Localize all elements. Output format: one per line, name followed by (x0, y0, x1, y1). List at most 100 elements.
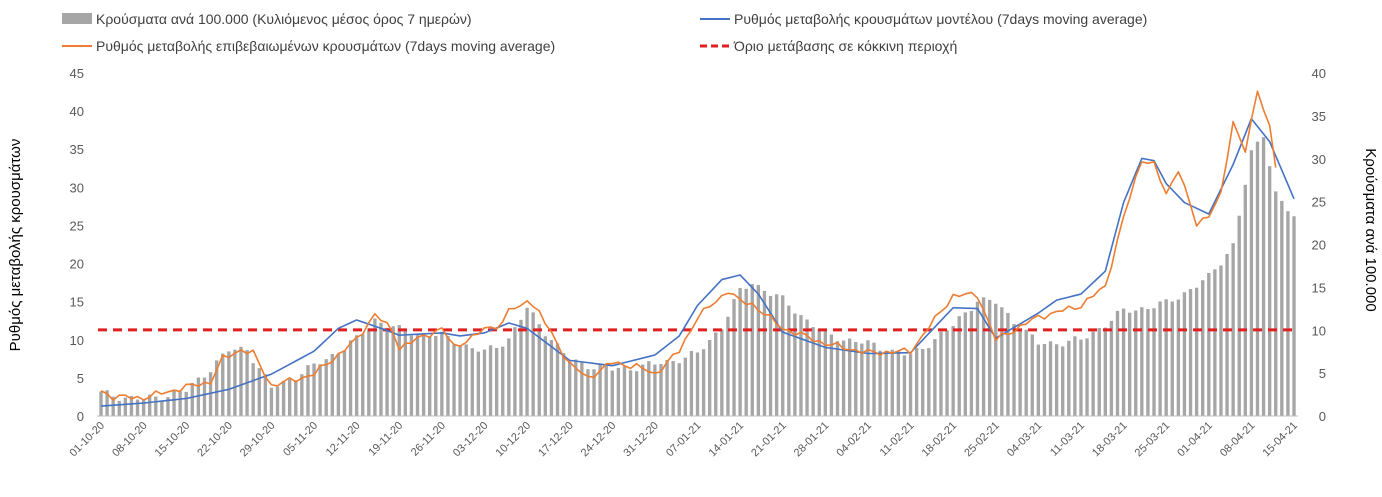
bar (841, 340, 846, 416)
bar (854, 342, 858, 416)
bar (148, 394, 152, 416)
legend-swatch-bars (62, 13, 92, 24)
bar (190, 383, 194, 416)
bar (695, 352, 700, 416)
bar (793, 313, 797, 416)
x-tick-label: 22-10-20 (195, 420, 235, 460)
bar (342, 350, 347, 416)
bar (1054, 344, 1059, 416)
bar (178, 391, 182, 416)
bar (488, 345, 493, 416)
bar (939, 331, 943, 416)
bar (1115, 310, 1120, 416)
y-left-tick-label: 10 (70, 333, 84, 348)
y-right-tick-label: 15 (1312, 280, 1326, 295)
x-tick-label: 11-03-21 (1048, 420, 1087, 459)
bar (348, 340, 353, 416)
x-tick-label: 04-03-21 (1005, 420, 1045, 460)
bar (300, 374, 304, 416)
y-right-tick-label: 25 (1312, 195, 1326, 210)
bar (872, 342, 876, 416)
bar (549, 340, 554, 416)
bar (787, 305, 791, 416)
bar (762, 290, 767, 416)
y-right-tick-label: 20 (1312, 238, 1326, 253)
bar (361, 333, 365, 416)
bar (987, 299, 992, 416)
bar (1237, 215, 1241, 416)
bar (141, 399, 146, 416)
bar (257, 368, 261, 416)
bar (318, 364, 322, 416)
bar (1073, 336, 1077, 416)
bar (1182, 292, 1187, 416)
bar (714, 332, 718, 416)
bar (1274, 191, 1278, 416)
bar (312, 363, 316, 416)
y-right-tick-label: 0 (1319, 409, 1326, 424)
y-axis-right-title: Κρούσματα ανά 100.000 (1362, 148, 1379, 311)
bar (458, 345, 462, 416)
bar (184, 391, 188, 416)
x-tick-label: 29-10-20 (238, 420, 278, 460)
bar (415, 333, 420, 416)
bar (281, 380, 286, 416)
bar (354, 335, 359, 416)
bar (117, 400, 121, 416)
y-right-tick-label: 30 (1312, 152, 1326, 167)
bar (1194, 287, 1199, 416)
bar (1267, 166, 1272, 416)
bar (1067, 340, 1071, 416)
bar (543, 336, 548, 416)
bar (336, 353, 341, 416)
bar (689, 351, 694, 416)
bar (397, 325, 401, 416)
bar (902, 355, 907, 416)
bar (269, 387, 274, 416)
bar (720, 329, 724, 416)
bar (574, 359, 578, 416)
bar (921, 349, 925, 416)
bar (1036, 344, 1041, 416)
bar (129, 396, 134, 416)
bar (951, 326, 955, 416)
x-tick-label: 10-12-20 (494, 420, 534, 460)
bar (957, 316, 961, 416)
bar (1030, 334, 1034, 416)
x-tick-label: 25-03-21 (1133, 420, 1173, 460)
x-tick-label: 15-04-21 (1260, 420, 1300, 460)
y-axis-right-ticks: 0 5 10 15 20 25 30 35 40 (1312, 66, 1326, 424)
bar (592, 369, 596, 416)
bar (227, 351, 231, 416)
bar (647, 361, 651, 416)
bar (805, 319, 809, 416)
bar (1207, 273, 1211, 416)
bar (1219, 265, 1223, 416)
bar (373, 318, 377, 416)
bar (738, 287, 742, 416)
bar (835, 341, 840, 416)
bar (409, 335, 414, 416)
bar (154, 396, 158, 416)
bar (288, 379, 292, 416)
bar (391, 326, 395, 416)
bar (756, 284, 761, 416)
bar (202, 377, 207, 416)
bar (586, 369, 590, 416)
bar (135, 399, 140, 416)
bar (1048, 341, 1053, 416)
x-tick-label: 12-11-20 (324, 420, 363, 459)
x-tick-label: 14-01-21 (707, 420, 747, 460)
legend-entry-threshold: Όριο μετάβασης σε κόκκινη περιοχή (700, 38, 957, 54)
model-rate-line (100, 117, 1295, 407)
bar (1170, 301, 1174, 416)
bar (610, 370, 614, 416)
bar (847, 338, 852, 416)
bar (726, 316, 730, 416)
y-left-tick-label: 45 (70, 66, 84, 81)
bar (452, 344, 456, 416)
bar (1255, 141, 1260, 416)
y-left-tick-label: 15 (70, 295, 84, 310)
bar (1176, 299, 1181, 416)
